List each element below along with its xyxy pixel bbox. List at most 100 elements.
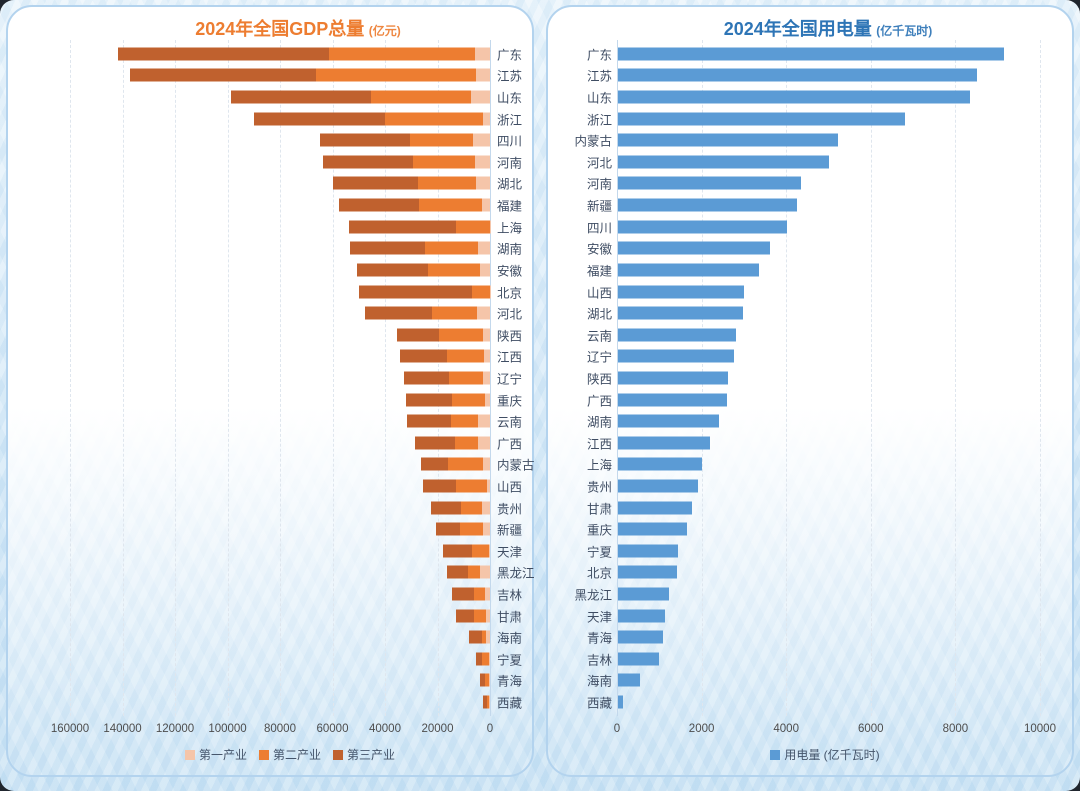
category-label: 北京: [497, 286, 523, 300]
bar-segment: [618, 68, 978, 82]
chart-row: 内蒙古: [8, 454, 535, 476]
bar-segment: [618, 306, 743, 320]
bar: [618, 673, 640, 687]
x-axis-tick-label: 2000: [688, 723, 715, 735]
category-label: 吉林: [497, 588, 523, 603]
bar-segment: [482, 695, 487, 709]
chart-row: 宁夏: [548, 540, 1072, 562]
category-label: 河北: [586, 156, 612, 171]
bar-segment: [425, 241, 478, 255]
bar-segment: [452, 393, 485, 407]
x-axis-tick-label: 0: [486, 723, 494, 735]
category-label: 黑龙江: [574, 588, 612, 603]
bar-segment: [482, 371, 490, 385]
bar-segment: [454, 436, 478, 450]
bar-segment: [420, 457, 449, 471]
bar-segment: [618, 263, 759, 277]
category-label: 西藏: [586, 696, 612, 711]
category-label: 辽宁: [497, 372, 523, 387]
category-label: 辽宁: [586, 350, 612, 365]
chart-row: 河北: [8, 302, 532, 324]
category-label: 四川: [497, 134, 523, 149]
chart-row: 湖南: [548, 410, 1072, 432]
chart-row: 黑龙江: [548, 583, 1072, 605]
bar-segment: [486, 479, 490, 493]
bar: [365, 306, 490, 320]
bar: [618, 436, 711, 450]
chart-row: 湖南: [8, 237, 532, 259]
bar-segment: [618, 371, 729, 385]
bar-segment: [472, 544, 490, 558]
bar-segment: [396, 328, 439, 342]
chart-row: 辽宁: [548, 346, 1072, 368]
bar-segment: [618, 436, 711, 450]
bar-segment: [365, 306, 432, 320]
category-label: 新疆: [586, 199, 612, 214]
bar: [446, 565, 490, 579]
category-label: 广东: [586, 48, 612, 63]
gridline: [175, 40, 176, 716]
bar: [475, 652, 490, 666]
category-label: 内蒙古: [497, 458, 535, 473]
x-axis-tick-label: 8000: [942, 723, 969, 735]
bar: [420, 457, 490, 471]
electricity-chart-title: 2024年全国用电量 (亿千瓦时): [548, 15, 1072, 41]
bar-segment: [430, 501, 462, 515]
chart-row: 湖北: [8, 173, 532, 195]
category-label: 吉林: [586, 653, 612, 668]
bar-segment: [436, 522, 461, 536]
bar-segment: [405, 393, 453, 407]
bar-segment: [471, 90, 490, 104]
chart-row: 天津: [8, 540, 532, 562]
chart-row: 上海: [548, 454, 1072, 476]
chart-row: 湖北: [548, 302, 1072, 324]
chart-row: 广东: [8, 43, 532, 65]
bar: [618, 371, 729, 385]
chart-row: 陕西: [548, 367, 1072, 389]
x-axis-tick-label: 4000: [773, 723, 799, 735]
bar-segment: [618, 393, 727, 407]
bar-segment: [475, 176, 490, 190]
category-label: 湖北: [586, 307, 612, 322]
axis-line: [490, 40, 491, 716]
category-label: 新疆: [497, 523, 523, 538]
bar: [618, 263, 759, 277]
bar: [618, 90, 971, 104]
bar-segment: [428, 263, 481, 277]
legend-item-primary-industry: 第一产业: [184, 746, 247, 763]
electricity-swatch-icon: [770, 749, 781, 760]
bar-segment: [480, 263, 490, 277]
legend-item-tertiary-industry: 第三产业: [333, 746, 395, 763]
chart-row: 天津: [548, 605, 1072, 627]
x-axis-tick-label: 6000: [858, 723, 884, 735]
bar-segment: [357, 263, 429, 277]
electricity-chart-card: 2024年全国用电量 (亿千瓦时) 广东 江苏 山东 浙江 内蒙古 河北 河南 新疆 四川 安徽福…: [546, 5, 1074, 777]
bar-segment: [423, 479, 457, 493]
chart-row: 黑龙江: [8, 562, 535, 584]
chart-row: 陕西: [8, 324, 532, 346]
bar: [618, 544, 678, 558]
bar: [430, 501, 490, 515]
bar-segment: [477, 306, 490, 320]
bar: [618, 695, 624, 709]
bar-segment: [485, 630, 490, 644]
bar-segment: [618, 565, 678, 579]
category-label: 河南: [586, 177, 612, 192]
category-label: 黑龙江: [497, 566, 535, 581]
bar: [332, 176, 490, 190]
bar-segment: [338, 198, 419, 212]
bar-segment: [480, 565, 490, 579]
category-label: 天津: [497, 545, 523, 560]
category-label: 山西: [586, 286, 612, 300]
category-label: 北京: [586, 566, 612, 581]
bar-segment: [475, 47, 490, 61]
category-label: 安徽: [497, 264, 523, 279]
bar-segment: [477, 241, 490, 255]
category-label: 山东: [497, 91, 523, 106]
category-label: 上海: [497, 221, 523, 236]
bar: [618, 565, 678, 579]
category-label: 陕西: [497, 329, 523, 344]
bar-segment: [332, 176, 419, 190]
chart-row: 海南: [8, 626, 532, 648]
